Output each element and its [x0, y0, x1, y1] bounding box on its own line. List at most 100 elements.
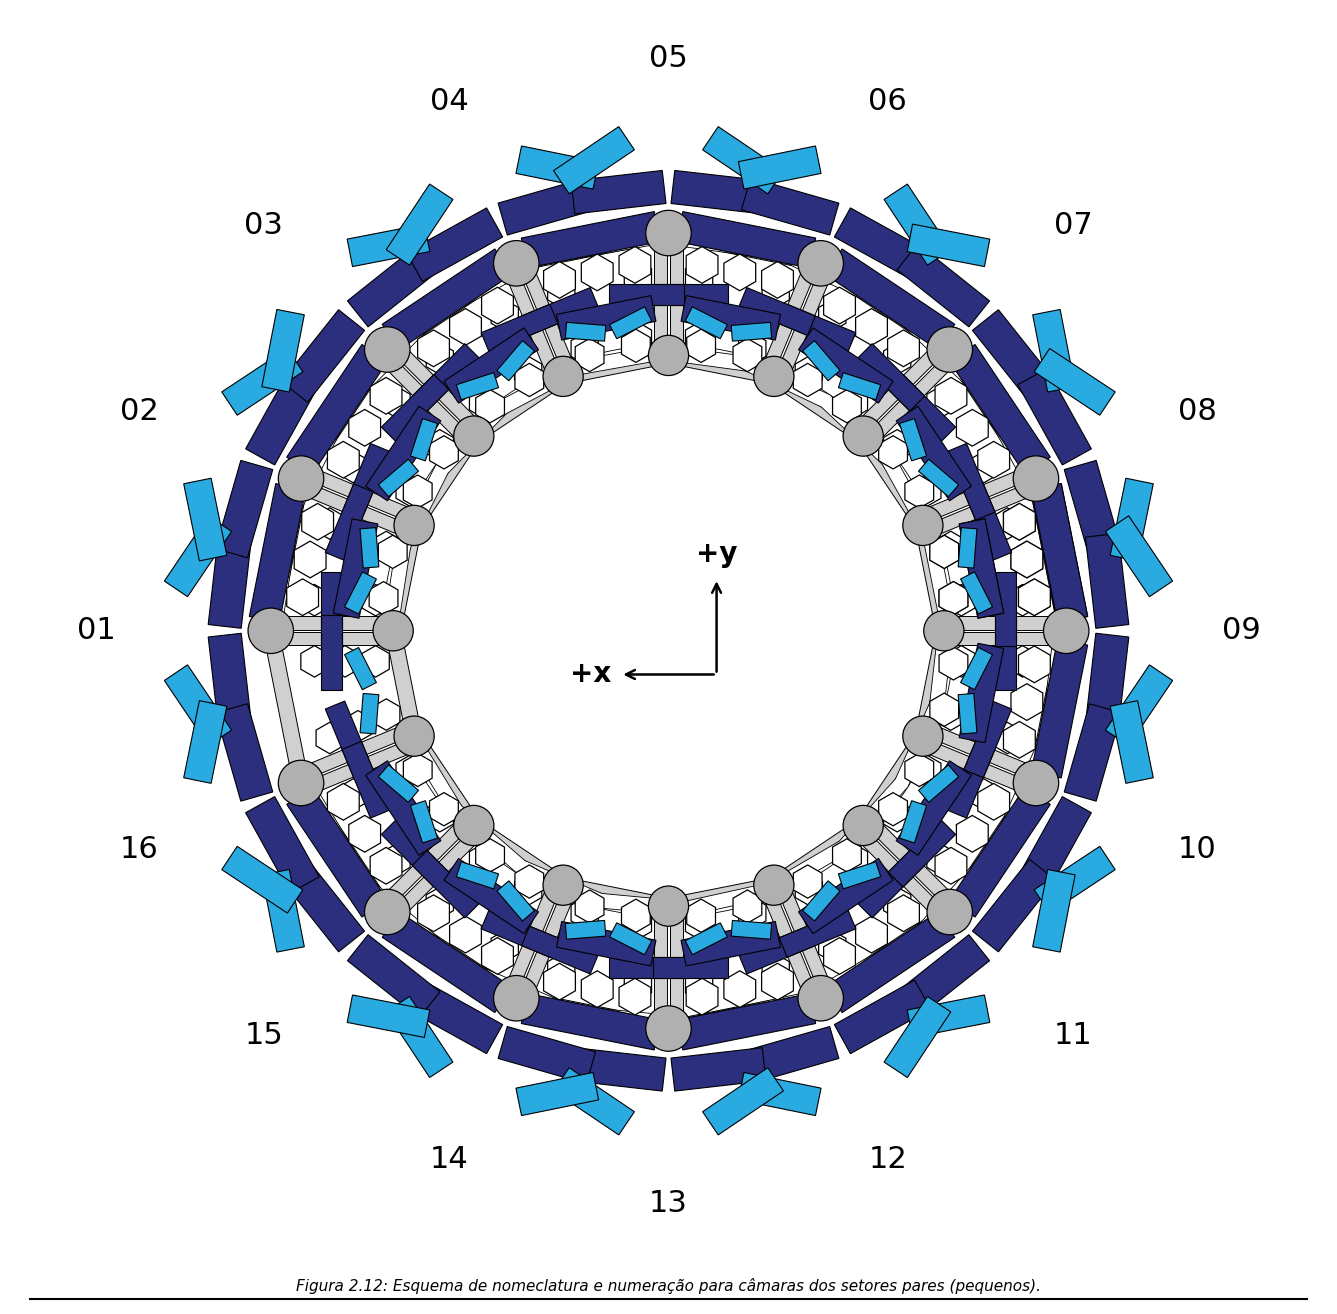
Text: 08: 08 [1178, 397, 1217, 426]
Polygon shape [913, 756, 941, 787]
Polygon shape [1032, 870, 1075, 953]
Polygon shape [971, 779, 997, 811]
Polygon shape [738, 897, 766, 929]
Polygon shape [365, 761, 441, 855]
Polygon shape [497, 340, 535, 381]
Polygon shape [559, 925, 587, 957]
Polygon shape [944, 616, 1066, 629]
Polygon shape [738, 146, 821, 189]
Polygon shape [668, 988, 822, 1033]
Circle shape [278, 456, 324, 502]
Polygon shape [571, 332, 599, 364]
Polygon shape [624, 292, 651, 323]
Polygon shape [624, 938, 651, 970]
Polygon shape [686, 938, 713, 970]
Polygon shape [266, 477, 310, 631]
Text: 07: 07 [1054, 212, 1092, 240]
Polygon shape [382, 912, 512, 1013]
Polygon shape [370, 848, 402, 884]
Polygon shape [476, 838, 504, 872]
Polygon shape [515, 356, 541, 388]
Polygon shape [429, 436, 459, 469]
Polygon shape [348, 225, 429, 267]
Polygon shape [294, 346, 394, 484]
Polygon shape [515, 991, 670, 1037]
Polygon shape [384, 904, 520, 1003]
Polygon shape [1004, 721, 1035, 758]
Polygon shape [878, 792, 908, 825]
Polygon shape [378, 459, 418, 497]
Text: 09: 09 [1222, 616, 1261, 645]
Polygon shape [624, 261, 651, 293]
Polygon shape [417, 895, 449, 932]
Polygon shape [884, 800, 910, 832]
Polygon shape [1019, 646, 1051, 683]
Polygon shape [368, 767, 394, 799]
Polygon shape [610, 922, 651, 955]
Polygon shape [262, 310, 305, 392]
Polygon shape [554, 126, 634, 194]
Circle shape [1013, 761, 1059, 805]
Polygon shape [668, 346, 778, 381]
Polygon shape [924, 480, 1042, 539]
Polygon shape [410, 419, 437, 461]
Polygon shape [382, 346, 955, 916]
Circle shape [902, 716, 943, 757]
Polygon shape [301, 737, 420, 796]
Polygon shape [943, 779, 1040, 915]
Polygon shape [947, 741, 995, 819]
Polygon shape [956, 410, 988, 447]
Polygon shape [686, 322, 713, 353]
Polygon shape [491, 930, 519, 962]
Circle shape [394, 506, 435, 545]
Text: 13: 13 [648, 1189, 689, 1218]
Polygon shape [742, 1026, 838, 1084]
Polygon shape [370, 377, 402, 414]
Polygon shape [686, 908, 713, 940]
Circle shape [543, 356, 583, 397]
Polygon shape [481, 938, 513, 974]
Polygon shape [456, 373, 499, 399]
Polygon shape [947, 443, 995, 520]
Polygon shape [515, 988, 668, 1033]
Polygon shape [365, 406, 441, 501]
Polygon shape [503, 879, 562, 997]
Polygon shape [384, 259, 520, 357]
Polygon shape [913, 474, 941, 506]
Polygon shape [750, 305, 778, 336]
Polygon shape [491, 300, 519, 331]
Polygon shape [723, 971, 755, 1008]
Polygon shape [802, 340, 840, 381]
Polygon shape [406, 980, 503, 1054]
Polygon shape [943, 767, 969, 799]
Polygon shape [404, 735, 477, 833]
Polygon shape [302, 503, 333, 540]
Polygon shape [209, 633, 251, 728]
Polygon shape [924, 723, 1042, 782]
Polygon shape [362, 585, 389, 616]
Polygon shape [556, 921, 656, 966]
Polygon shape [919, 522, 955, 631]
Polygon shape [686, 307, 727, 339]
Polygon shape [944, 632, 1066, 645]
Polygon shape [342, 443, 390, 520]
Polygon shape [469, 386, 496, 418]
Polygon shape [762, 276, 789, 307]
Polygon shape [793, 865, 822, 899]
Polygon shape [965, 519, 992, 551]
Polygon shape [817, 256, 955, 356]
Polygon shape [949, 344, 1051, 474]
Polygon shape [1035, 348, 1115, 415]
Polygon shape [738, 1072, 821, 1116]
Circle shape [646, 1005, 691, 1051]
Polygon shape [183, 700, 227, 783]
Polygon shape [742, 177, 838, 235]
Polygon shape [670, 907, 683, 1029]
Polygon shape [929, 535, 959, 569]
Polygon shape [515, 865, 544, 899]
Polygon shape [332, 585, 358, 616]
Polygon shape [559, 305, 587, 336]
Polygon shape [762, 963, 793, 1000]
Polygon shape [884, 184, 951, 265]
Polygon shape [793, 364, 822, 397]
